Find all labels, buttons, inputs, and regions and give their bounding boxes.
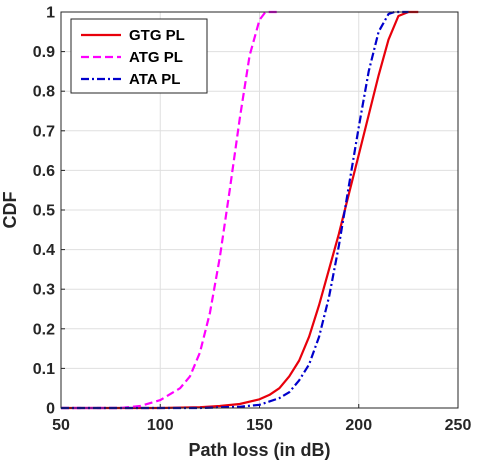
grid-lines bbox=[60, 11, 459, 409]
legend-label: ATA PL bbox=[129, 71, 180, 88]
y-tick-label: 0.3 bbox=[33, 282, 55, 299]
y-tick-label: 0.5 bbox=[33, 203, 55, 220]
y-tick-label: 1 bbox=[46, 5, 55, 22]
x-tick-label: 100 bbox=[147, 417, 174, 434]
series-line-gtg-pl bbox=[61, 10, 419, 410]
plot-frame bbox=[60, 11, 459, 409]
y-axis-ticks: 0 0.1 0.2 0.3 0.4 0.5 0.6 0.7 0.8 0.9 1 bbox=[33, 5, 65, 418]
y-axis-label: CDF bbox=[0, 192, 20, 229]
x-axis-label: Path loss (in dB) bbox=[188, 440, 330, 460]
y-tick-label: 0.9 bbox=[33, 44, 55, 61]
series-lines bbox=[61, 10, 419, 410]
x-axis-ticks: 50 100 150 200 250 bbox=[52, 404, 471, 434]
legend-label: ATG PL bbox=[129, 49, 183, 66]
legend-label: GTG PL bbox=[129, 27, 185, 44]
y-tick-label: 0.6 bbox=[33, 163, 55, 180]
x-tick-label: 150 bbox=[246, 417, 273, 434]
y-tick-label: 0.7 bbox=[33, 123, 55, 140]
x-tick-label: 250 bbox=[445, 417, 472, 434]
x-tick-label: 50 bbox=[52, 417, 70, 434]
y-tick-label: 0.4 bbox=[33, 242, 55, 259]
y-tick-label: 0 bbox=[46, 401, 55, 418]
series-line-atg-pl bbox=[61, 10, 280, 410]
series-line-ata-pl bbox=[61, 10, 409, 410]
x-tick-label: 200 bbox=[345, 417, 372, 434]
y-tick-label: 0.2 bbox=[33, 321, 55, 338]
y-tick-label: 0.1 bbox=[33, 361, 55, 378]
y-tick-label: 0.8 bbox=[33, 84, 55, 101]
legend: GTG PL ATG PL ATA PL bbox=[70, 18, 208, 94]
